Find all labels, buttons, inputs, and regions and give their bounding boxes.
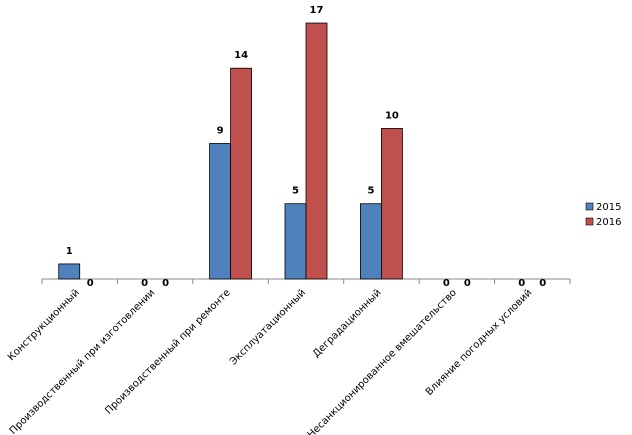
legend-label: 2016 <box>596 217 621 228</box>
data-label: 0 <box>539 278 546 289</box>
data-label: 1 <box>66 246 73 257</box>
data-label: 9 <box>217 126 224 137</box>
bar <box>381 128 403 280</box>
data-label: 17 <box>310 5 324 16</box>
data-label: 0 <box>87 278 94 289</box>
data-label: 5 <box>292 186 299 197</box>
data-label: 5 <box>367 186 374 197</box>
bar <box>360 203 382 280</box>
legend-label: 2015 <box>596 202 621 213</box>
bar <box>58 263 81 280</box>
data-label: 0 <box>162 278 169 289</box>
data-label: 14 <box>234 50 248 61</box>
bar <box>284 203 307 280</box>
bar <box>230 67 252 280</box>
legend-swatch <box>585 217 594 226</box>
data-label: 0 <box>141 278 148 289</box>
bar <box>305 22 328 280</box>
legend-swatch <box>585 202 594 211</box>
data-label: 0 <box>518 278 525 289</box>
data-label: 0 <box>464 278 471 289</box>
bar <box>209 143 231 280</box>
data-label: 0 <box>443 278 450 289</box>
data-label: 10 <box>385 110 399 121</box>
